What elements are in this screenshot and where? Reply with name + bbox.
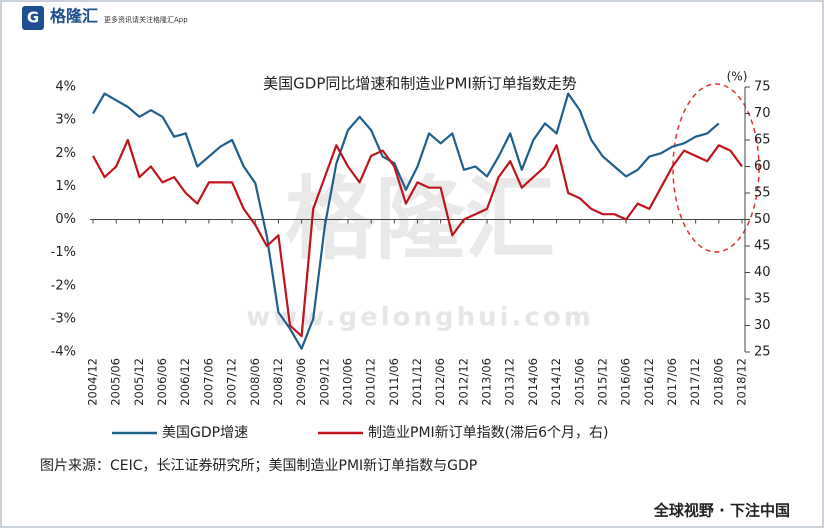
legend-label: 美国GDP增速 bbox=[162, 425, 248, 441]
y2-tick-label: 70 bbox=[754, 106, 771, 121]
x-tick-label: 2006/06 bbox=[155, 358, 169, 406]
x-tick-label: 2007/12 bbox=[225, 358, 239, 406]
y-tick-label: 1% bbox=[55, 179, 76, 194]
logo-glyph: G bbox=[27, 9, 39, 27]
y2-tick-label: 40 bbox=[754, 265, 771, 280]
y-tick-label: 0% bbox=[55, 212, 76, 227]
chart-title: 美国GDP同比增速和制造业PMI新订单指数走势 bbox=[263, 75, 577, 93]
x-tick-label: 2015/12 bbox=[595, 358, 609, 406]
slogan: 更多资讯请关注格隆汇App bbox=[104, 15, 188, 24]
x-tick-label: 2016/06 bbox=[619, 358, 633, 406]
y-tick-label: -4% bbox=[51, 345, 76, 360]
y-tick-label: -2% bbox=[51, 278, 76, 293]
x-tick-label: 2005/06 bbox=[109, 358, 123, 406]
x-tick-label: 2008/12 bbox=[271, 358, 285, 406]
series-line bbox=[92, 92, 720, 350]
y2-tick-label: 60 bbox=[754, 159, 771, 174]
footer: 全球视野 · 下注中国 bbox=[653, 502, 790, 520]
x-tick-label: 2010/12 bbox=[364, 358, 378, 406]
x-tick-label: 2015/06 bbox=[572, 358, 586, 406]
y2-tick-label: 25 bbox=[754, 345, 771, 360]
x-tick-label: 2011/06 bbox=[387, 358, 401, 406]
x-tick-label: 2014/12 bbox=[549, 358, 563, 406]
y2-tick-label: 50 bbox=[754, 212, 771, 227]
x-tick-label: 2014/06 bbox=[526, 358, 540, 406]
y2-tick-label: 65 bbox=[754, 133, 771, 148]
x-tick-label: 2018/06 bbox=[711, 358, 725, 406]
x-tick-label: 2012/12 bbox=[456, 358, 470, 406]
y2-tick-label: 75 bbox=[754, 80, 771, 95]
x-tick-label: 2009/12 bbox=[317, 358, 331, 406]
y2-tick-label: 45 bbox=[754, 239, 771, 254]
y-tick-label: 3% bbox=[55, 113, 76, 128]
logo-icon bbox=[22, 6, 44, 30]
x-tick-label: 2013/12 bbox=[503, 358, 517, 406]
y2-tick-label: 55 bbox=[754, 186, 771, 201]
x-tick-label: 2005/12 bbox=[132, 358, 146, 406]
x-tick-label: 2004/12 bbox=[86, 358, 100, 406]
x-tick-label: 2011/12 bbox=[410, 358, 424, 406]
y-tick-label: 2% bbox=[55, 146, 76, 161]
x-tick-label: 2008/06 bbox=[248, 358, 262, 406]
x-tick-label: 2013/06 bbox=[480, 358, 494, 406]
logo: 格隆汇 bbox=[50, 7, 98, 26]
source: 图片来源：CEIC，长江证券研究所；美国制造业PMI新订单指数与GDP bbox=[40, 458, 477, 474]
series-line bbox=[92, 138, 743, 338]
highlight-ellipse bbox=[672, 83, 760, 253]
x-tick-label: 2009/06 bbox=[294, 358, 308, 406]
y2-tick-label: 30 bbox=[754, 318, 771, 333]
y2-tick-label: 35 bbox=[754, 292, 771, 307]
y-tick-label: -1% bbox=[51, 245, 76, 260]
x-tick-label: 2018/12 bbox=[735, 358, 749, 406]
x-tick-label: 2012/06 bbox=[433, 358, 447, 406]
x-tick-label: 2010/06 bbox=[340, 358, 354, 406]
x-tick-label: 2016/12 bbox=[642, 358, 656, 406]
y-tick-label: 4% bbox=[55, 80, 76, 95]
x-tick-label: 2006/12 bbox=[178, 358, 192, 406]
watermark-url: www.gelonghui.com bbox=[246, 303, 594, 333]
x-tick-label: 2007/06 bbox=[201, 358, 215, 406]
x-tick-label: 2017/12 bbox=[688, 358, 702, 406]
x-tick-label: 2017/06 bbox=[665, 358, 679, 406]
y-tick-label: -3% bbox=[51, 311, 76, 326]
legend-label: 制造业PMI新订单指数(滞后6个月，右) bbox=[368, 425, 608, 441]
y2-unit: (%) bbox=[727, 70, 748, 84]
